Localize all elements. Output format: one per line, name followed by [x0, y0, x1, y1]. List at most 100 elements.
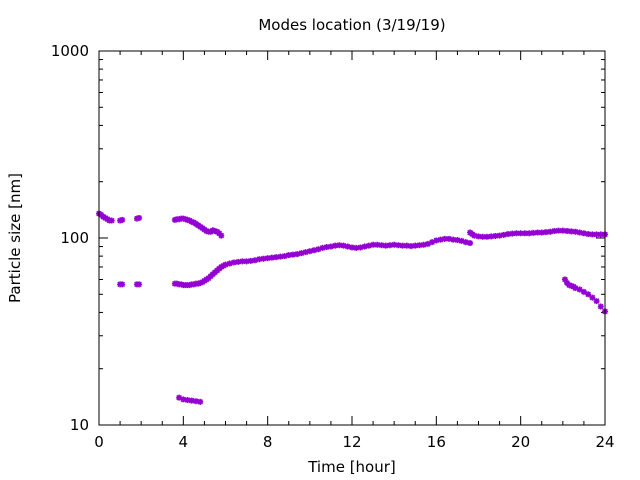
- data-point: [222, 261, 229, 268]
- x-tick-label: 0: [94, 433, 104, 451]
- data-point: [239, 258, 246, 265]
- data-point: [281, 253, 288, 260]
- data-point: [184, 397, 191, 404]
- y-tick-label: 10: [70, 416, 89, 434]
- x-tick-label: 8: [263, 433, 273, 451]
- data-point: [247, 257, 254, 264]
- data-point: [243, 258, 250, 265]
- data-point: [252, 257, 259, 264]
- data-point: [315, 246, 322, 253]
- y-axis-label: Particle size [nm]: [6, 173, 24, 303]
- data-point: [572, 228, 579, 235]
- data-point: [119, 281, 126, 288]
- data-point: [526, 230, 533, 237]
- data-point: [488, 233, 495, 240]
- x-tick-label: 24: [595, 433, 614, 451]
- data-point: [551, 228, 558, 235]
- data-point: [403, 242, 410, 249]
- data-point: [136, 281, 143, 288]
- data-point: [302, 249, 309, 256]
- data-point: [593, 298, 600, 305]
- data-point: [597, 231, 604, 238]
- data-point: [361, 243, 368, 250]
- data-point: [580, 230, 587, 237]
- data-point: [534, 229, 541, 236]
- x-tick-label: 12: [342, 433, 361, 451]
- data-point: [441, 235, 448, 242]
- x-axis-label: Time [hour]: [307, 458, 396, 476]
- data-point: [530, 229, 537, 236]
- data-point: [542, 229, 549, 236]
- data-point: [576, 286, 583, 293]
- data-point: [568, 228, 575, 235]
- data-point: [521, 230, 528, 237]
- data-point: [336, 242, 343, 249]
- data-point: [188, 397, 195, 404]
- data-point: [561, 276, 568, 283]
- data-point: [597, 303, 604, 310]
- data-point: [450, 236, 457, 243]
- y-tick-label: 1000: [51, 42, 89, 60]
- data-point: [496, 232, 503, 239]
- data-point: [311, 247, 318, 254]
- data-point: [256, 256, 263, 263]
- data-point: [197, 398, 204, 405]
- data-point: [580, 288, 587, 295]
- data-point: [365, 242, 372, 249]
- data-point: [500, 231, 507, 238]
- data-point: [412, 242, 419, 249]
- data-point: [462, 239, 469, 246]
- data-point: [306, 248, 313, 255]
- y-tick-label: 100: [60, 229, 89, 247]
- data-point: [433, 237, 440, 244]
- data-point: [218, 232, 225, 239]
- data-point: [479, 233, 486, 240]
- data-point: [108, 217, 115, 224]
- data-point: [382, 242, 389, 249]
- tick-labels: 0 4 8 12 16 20 24 10 100 1000: [51, 42, 615, 451]
- data-point: [264, 255, 271, 262]
- data-point: [445, 235, 452, 242]
- data-point: [399, 242, 406, 249]
- tick-marks: [98, 50, 606, 426]
- data-point: [298, 250, 305, 257]
- data-point: [458, 237, 465, 244]
- data-point: [370, 241, 377, 248]
- data-point: [509, 230, 516, 237]
- data-point: [585, 231, 592, 238]
- data-point: [564, 228, 571, 235]
- data-point: [559, 227, 566, 234]
- data-point: [483, 233, 490, 240]
- data-point: [517, 230, 524, 237]
- data-point: [378, 242, 385, 249]
- data-point: [572, 285, 579, 292]
- data-point: [277, 253, 284, 260]
- data-point: [260, 255, 267, 262]
- x-tick-label: 16: [427, 433, 446, 451]
- chart-title: Modes location (3/19/19): [258, 16, 445, 34]
- data-point: [353, 244, 360, 251]
- data-point: [136, 214, 143, 221]
- data-point: [420, 241, 427, 248]
- data-point: [576, 229, 583, 236]
- data-point: [408, 243, 415, 250]
- data-point: [391, 241, 398, 248]
- data-point: [176, 394, 183, 401]
- data-point: [226, 260, 233, 267]
- data-point: [289, 251, 296, 258]
- data-point: [192, 398, 199, 405]
- data-point: [589, 294, 596, 301]
- data-point: [386, 242, 393, 249]
- data-point: [505, 231, 512, 238]
- data-point: [285, 252, 292, 259]
- data-point: [589, 231, 596, 238]
- data-point: [357, 244, 364, 251]
- data-point: [180, 396, 187, 403]
- data-point: [319, 244, 326, 251]
- data-point: [538, 229, 545, 236]
- data-point: [429, 239, 436, 246]
- data-point: [344, 243, 351, 250]
- x-tick-label: 4: [179, 433, 189, 451]
- data-point: [273, 254, 280, 261]
